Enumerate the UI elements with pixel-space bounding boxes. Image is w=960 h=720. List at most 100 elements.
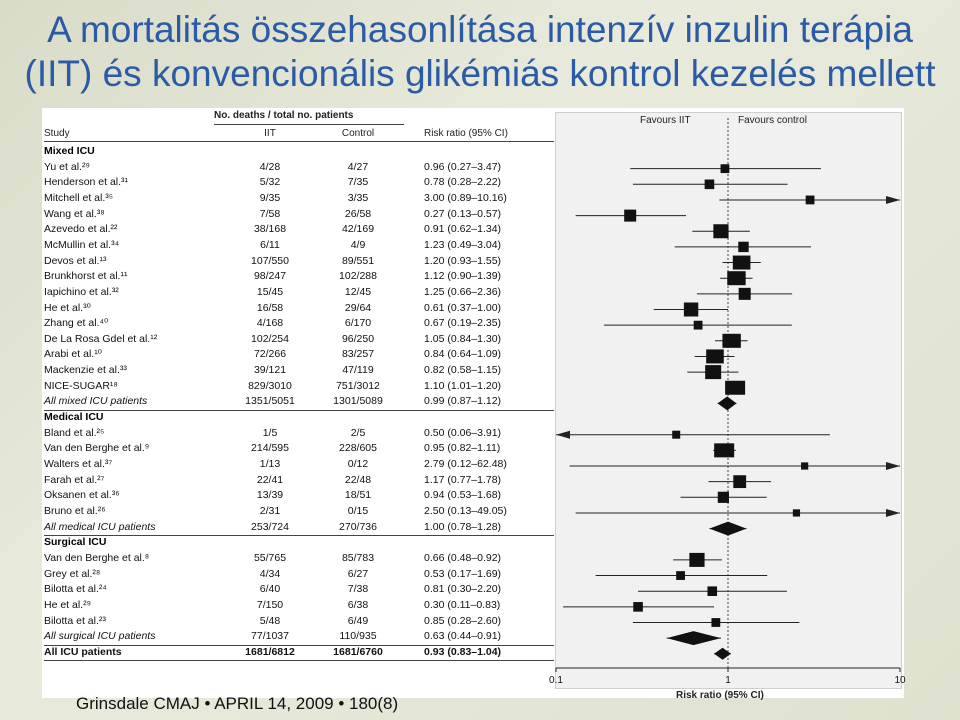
control-deaths: 3/35 [347,191,369,204]
study-row: Henderson et al.³¹ 5/32 7/35 0.78 (0.28–2.2… [44,176,554,191]
study-name: Surgical ICU [44,536,107,549]
study-name: Oksanen et al.³⁶ [44,489,120,502]
study-name: Bilotta et al.²³ [44,614,106,627]
x-axis-label: Risk ratio (95% CI) [676,690,764,701]
risk-ratio-text: 0.61 (0.37–1.00) [424,301,502,314]
forest-plot-area [555,112,902,689]
effect-square [725,380,746,395]
risk-ratio-text: 0.63 (0.44–0.91) [424,630,502,643]
group-divider [44,410,554,412]
iit-deaths: 72/266 [253,348,287,361]
iit-deaths: 214/595 [251,442,289,455]
effect-square [705,365,722,380]
study-name: He et al.³⁰ [44,301,91,314]
control-deaths: 22/48 [344,473,372,486]
risk-ratio-text: 0.66 (0.48–0.92) [424,551,502,564]
control-deaths: 47/119 [342,364,374,377]
control-deaths: 4/9 [350,238,366,251]
control-deaths: 85/783 [341,551,375,564]
rr-column-header: Risk ratio (95% CI) [424,128,508,139]
iit-deaths: 13/39 [256,489,284,502]
risk-ratio-text: 2.79 (0.12–62.48) [424,458,507,470]
control-deaths: 7/38 [347,583,369,596]
group-divider [44,644,554,646]
iit-column-header: IIT [264,128,276,139]
effect-square [792,509,801,517]
slide-title: A mortalitás összehasonlítása intenzív i… [0,8,960,96]
effect-square [683,302,699,317]
study-row: Zhang et al.⁴⁰ 4/168 6/170 0.67 (0.19–2.35) [44,317,554,332]
study-name: Wang et al.³⁸ [44,207,105,220]
iit-deaths: 98/247 [253,270,287,283]
iit-deaths: 4/168 [256,317,284,330]
effect-square [672,430,681,439]
control-deaths: 751/3012 [336,379,380,392]
x-tick-label: 10 [894,675,906,686]
study-row: Walters et al.³⁷ 1/13 0/12 2.79 (0.12–62.48… [44,458,554,473]
iit-deaths: 7/150 [256,598,284,611]
study-name: All ICU patients [44,645,122,658]
risk-ratio-text: 0.50 (0.06–3.91) [424,426,502,439]
study-name: Mixed ICU [44,145,95,157]
study-row: Van den Berghe et al.⁸ 55/765 85/783 0.66 (… [44,552,554,567]
iit-deaths: 1/5 [262,426,278,439]
control-deaths: 270/736 [339,520,377,533]
study-row: Azevedo et al.²² 38/168 42/169 0.91 (0.62–1… [44,223,554,238]
iit-deaths: 6/11 [260,238,280,251]
title-line-1: A mortalitás összehasonlítása intenzív i… [47,9,913,50]
study-name: All mixed ICU patients [44,395,148,408]
effect-square [693,320,703,330]
pooled-diamond [666,631,721,646]
control-deaths: 228/605 [339,442,377,455]
effect-square [733,475,747,489]
study-row: Wang et al.³⁸ 7/58 26/58 0.27 (0.13–0.57) [44,208,554,223]
effect-square [738,287,751,300]
group-header-row: Mixed ICU [44,145,554,160]
effect-square [676,571,685,580]
iit-deaths: 77/1037 [251,630,289,643]
study-name: NICE-SUGAR¹⁸ [44,379,118,392]
study-name: Henderson et al.³¹ [44,176,129,189]
risk-ratio-text: 0.67 (0.19–2.35) [424,317,502,330]
risk-ratio-text: 0.27 (0.13–0.57) [424,207,502,220]
study-row: Mitchell et al.³⁵ 9/35 3/35 3.00 (0.89–10.1… [44,192,554,207]
control-deaths: 1681/6760 [333,645,383,658]
risk-ratio-text: 1.10 (1.01–1.20) [424,379,502,392]
risk-ratio-text: 0.95 (0.82–1.11) [424,442,501,455]
control-deaths: 96/250 [341,332,375,345]
study-row: He et al.³⁰ 16/58 29/64 0.61 (0.37–1.00) [44,302,554,317]
effect-square [713,224,729,239]
study-name: Medical ICU [44,411,104,424]
study-row: All surgical ICU patients 77/1037 110/935 0… [44,630,554,645]
study-name: Mitchell et al.³⁵ [44,191,114,204]
iit-deaths: 5/48 [259,614,281,627]
risk-ratio-text: 0.84 (0.64–1.09) [424,348,502,361]
study-row: All medical ICU patients 253/724 270/736 1.… [44,521,554,536]
iit-deaths: 22/41 [256,473,284,486]
iit-deaths: 55/765 [253,551,287,564]
study-name: He et al.²⁹ [44,598,92,611]
study-name: Van den Berghe et al.⁹ [44,442,150,455]
risk-ratio-text: 1.17 (0.77–1.78) [424,473,502,486]
study-name: Bland et al.²⁵ [44,426,105,439]
iit-deaths: 107/550 [251,254,289,267]
effect-square [707,586,718,596]
iit-deaths: 39/121 [253,364,287,377]
study-name: Van den Berghe et al.⁸ [44,551,150,564]
control-deaths: 6/27 [347,567,369,580]
study-name: Walters et al.³⁷ [44,458,113,470]
control-deaths: 2/5 [350,426,366,439]
deaths-header: No. deaths / total no. patients [214,110,354,121]
ci-arrow [886,195,900,204]
ci-arrow [886,508,900,517]
study-name: Bilotta et al.²⁴ [44,583,107,596]
study-row: Arabi et al.¹⁰ 72/266 83/257 0.84 (0.64–1.0… [44,348,554,363]
study-row: De La Rosa Gdel et al.¹² 102/254 96/250 1.0… [44,333,554,348]
header-divider [44,141,554,142]
control-deaths: 7/35 [347,176,369,189]
effect-square [732,255,751,270]
effect-square [689,552,705,567]
x-tick-label: 1 [725,675,731,686]
effect-square [714,443,735,458]
